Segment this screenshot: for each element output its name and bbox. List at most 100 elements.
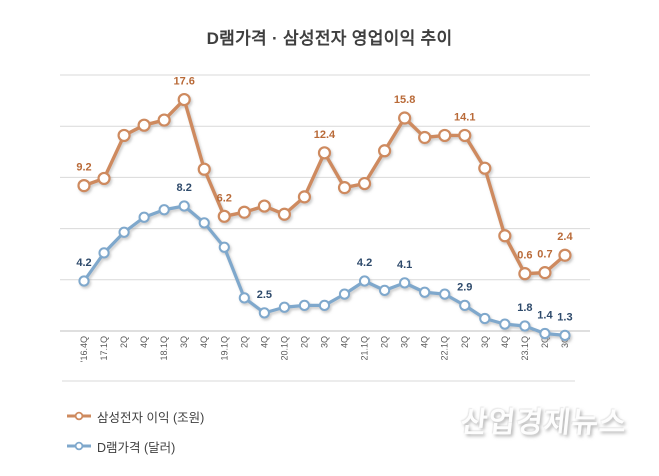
samsung-point-marker xyxy=(558,248,572,262)
legend-label-dram-price: D램가격 (달러) xyxy=(97,440,176,455)
samsung-point-marker xyxy=(458,128,472,143)
samsung-data-label: 0.7 xyxy=(537,249,552,261)
samsung-data-label: 6.2 xyxy=(217,192,232,204)
samsung-data-label: 0.6 xyxy=(517,250,532,262)
samsung-point-marker xyxy=(478,161,492,175)
dram-point-marker xyxy=(158,204,170,216)
dram-point-marker xyxy=(78,275,90,287)
x-tick-label: 3Q xyxy=(319,336,329,348)
dram-point-marker xyxy=(419,286,431,298)
x-tick-label: 18.1Q xyxy=(159,336,169,361)
samsung-data-label: 14.1 xyxy=(454,111,475,123)
x-tick-label: 17.1Q xyxy=(99,336,109,361)
x-tick-label: 2Q xyxy=(239,336,249,348)
x-tick-label: 2Q xyxy=(119,336,129,348)
samsung-data-label: 15.8 xyxy=(394,94,415,106)
dram-data-label: 1.8 xyxy=(517,302,532,314)
samsung-point-marker xyxy=(177,92,191,107)
x-tick-label: 2Q xyxy=(460,336,470,348)
dram-point-marker xyxy=(278,301,290,313)
dram-point-marker xyxy=(138,211,150,223)
x-tick-label: 3Q xyxy=(480,336,490,348)
dram-data-label: 2.5 xyxy=(257,289,272,301)
samsung-point-marker xyxy=(518,267,532,281)
dram-point-marker xyxy=(519,320,531,332)
dram-point-marker xyxy=(338,288,351,300)
x-tick-label: 20.1Q xyxy=(279,336,289,361)
x-tick-label: 4Q xyxy=(199,336,209,348)
dram-point-marker xyxy=(539,327,551,340)
dram-point-marker xyxy=(459,299,471,311)
legend-label-samsung-profit: 삼성전자 이익 (조원) xyxy=(97,410,205,425)
x-tick-label: 4Q xyxy=(420,336,430,348)
samsung-point-marker xyxy=(398,111,412,125)
x-tick-label: 3Q xyxy=(400,336,410,348)
dram-data-label: 4.2 xyxy=(76,257,91,269)
samsung-point-marker xyxy=(317,146,332,160)
x-tick-label: 3Q xyxy=(179,336,189,348)
dram-point-marker xyxy=(399,277,411,289)
samsung-point-marker xyxy=(297,190,312,204)
x-tick-label: 23.1Q xyxy=(520,336,530,361)
legend-item-samsung-profit: 삼성전자 이익 (조원) xyxy=(66,405,204,427)
dram-point-marker xyxy=(479,312,491,325)
samsung-point-marker xyxy=(378,144,392,158)
dram-data-label: 8.2 xyxy=(177,182,192,194)
dram-point-marker xyxy=(118,226,130,238)
dram-data-label: 1.3 xyxy=(557,311,572,323)
samsung-point-marker xyxy=(217,209,231,223)
x-tick-label: 21.1Q xyxy=(360,336,370,361)
dram-point-marker xyxy=(358,275,371,287)
samsung-point-marker xyxy=(197,162,211,176)
watermark-text: 산업경제뉴스 xyxy=(458,407,629,439)
dram-point-marker xyxy=(499,318,511,330)
samsung-line xyxy=(82,97,567,276)
samsung-data-label: 9.2 xyxy=(76,162,91,174)
samsung-data-label: 12.4 xyxy=(314,129,336,141)
dram-point-marker xyxy=(178,200,190,212)
samsung-point-marker xyxy=(157,113,171,127)
dram-point-marker xyxy=(559,329,571,341)
samsung-point-marker xyxy=(438,128,452,143)
samsung-point-marker xyxy=(498,229,512,243)
dram-point-marker xyxy=(379,284,391,296)
samsung-point-marker xyxy=(117,128,131,143)
samsung-point-marker xyxy=(337,181,352,195)
x-tick-label: '16.4Q xyxy=(79,336,89,362)
samsung-point-marker xyxy=(277,207,291,221)
samsung-data-label: 17.6 xyxy=(173,76,194,88)
x-tick-label: 4Q xyxy=(340,336,350,348)
x-tick-label: 4Q xyxy=(139,336,149,348)
samsung-point-marker xyxy=(418,130,432,145)
samsung-data-label: 2.4 xyxy=(557,231,573,243)
x-tick-label: 4Q xyxy=(259,336,269,348)
dram-point-marker xyxy=(218,241,230,253)
samsung-point-marker xyxy=(257,199,271,213)
dram-data-labels: 4.2 8.2 2.5 4.2 4.1 2.9 1.8 1.4 1.3 xyxy=(76,182,572,323)
samsung-point-marker xyxy=(538,266,552,280)
x-tick-label: 4Q xyxy=(500,336,510,348)
dram-point-marker xyxy=(298,299,311,311)
x-tick-label: 3Q xyxy=(560,336,570,348)
x-tick-label: 19.1Q xyxy=(219,336,229,361)
dram-point-marker xyxy=(238,292,250,304)
series-samsung xyxy=(77,92,572,281)
legend-item-dram-price: D램가격 (달러) xyxy=(66,435,204,457)
series-dram xyxy=(78,200,571,341)
dram-line xyxy=(82,204,567,337)
dram-point-marker xyxy=(258,307,270,319)
samsung-point-marker xyxy=(77,178,91,193)
dram-point-marker xyxy=(98,247,110,259)
dram-series-marker-icon xyxy=(67,441,91,451)
samsung-point-marker xyxy=(97,171,111,186)
x-tick-label: 2Q xyxy=(540,336,550,348)
dram-data-label: 4.1 xyxy=(397,259,412,271)
x-tick-label: 2Q xyxy=(380,336,390,348)
dram-data-label: 1.4 xyxy=(537,310,553,322)
dram-point-marker xyxy=(318,299,331,311)
dram-point-marker xyxy=(439,288,451,300)
x-tick-label: 2Q xyxy=(299,336,309,348)
samsung-point-marker xyxy=(237,205,251,219)
samsung-data-labels: 9.2 17.6 6.2 12.4 15.8 14.1 0.6 0.7 2.4 xyxy=(76,76,573,262)
